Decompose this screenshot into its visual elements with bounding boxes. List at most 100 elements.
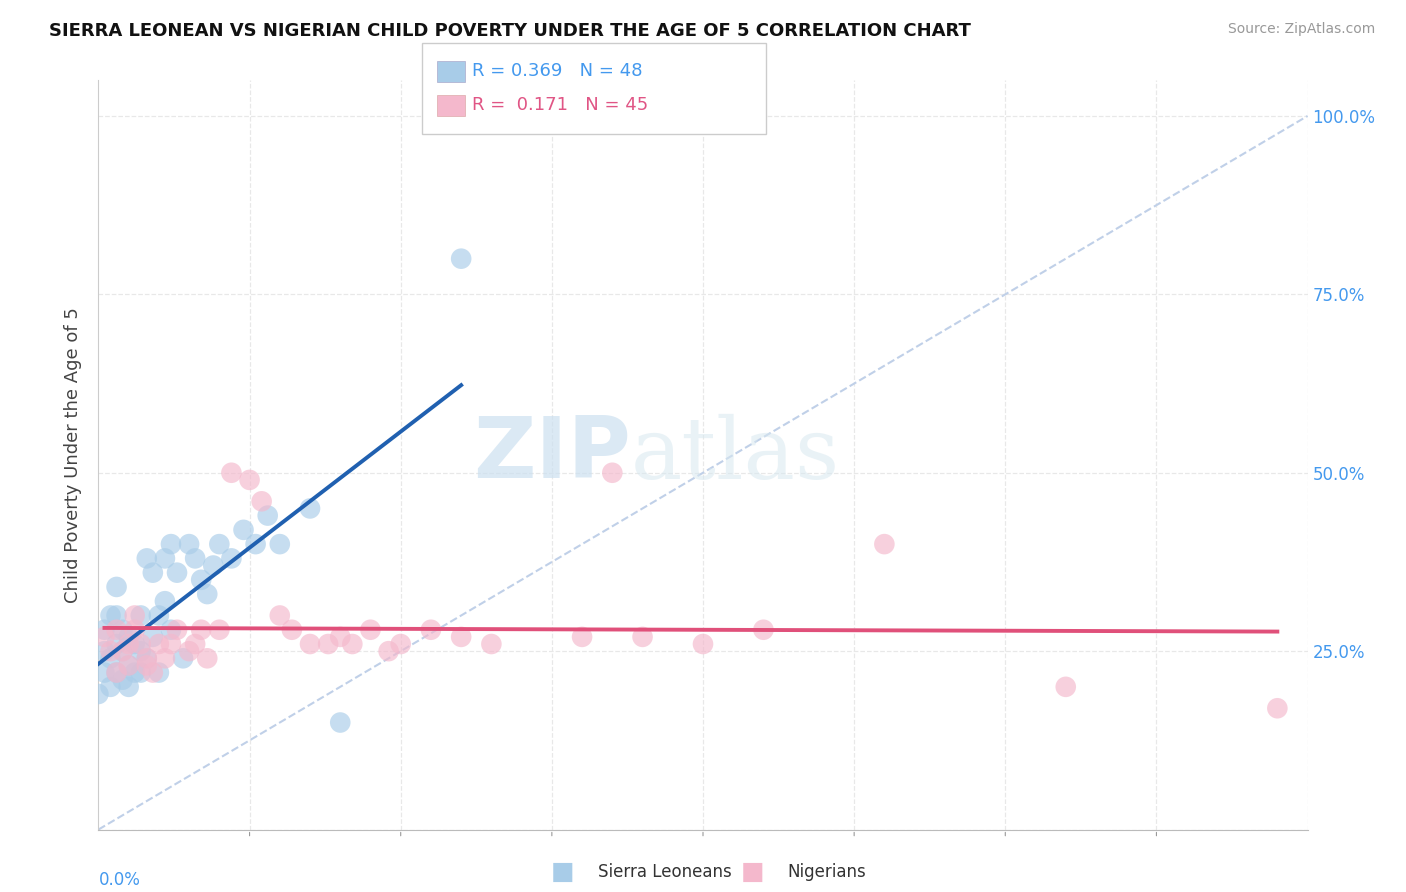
Point xyxy=(692,637,714,651)
Point xyxy=(269,608,291,623)
Point xyxy=(135,658,157,673)
Text: Sierra Leoneans: Sierra Leoneans xyxy=(598,863,731,881)
Point xyxy=(153,594,176,608)
Point xyxy=(450,252,472,266)
Point xyxy=(329,630,352,644)
Point xyxy=(111,623,134,637)
Point xyxy=(105,665,128,680)
Point xyxy=(160,637,183,651)
Text: R =  0.171   N = 45: R = 0.171 N = 45 xyxy=(472,96,648,114)
Point xyxy=(160,537,183,551)
Point xyxy=(118,658,141,673)
Point xyxy=(142,566,165,580)
Text: SIERRA LEONEAN VS NIGERIAN CHILD POVERTY UNDER THE AGE OF 5 CORRELATION CHART: SIERRA LEONEAN VS NIGERIAN CHILD POVERTY… xyxy=(49,22,972,40)
Point xyxy=(299,637,322,651)
Point xyxy=(1267,701,1289,715)
Point xyxy=(135,651,157,665)
Point xyxy=(153,551,176,566)
Point xyxy=(184,551,207,566)
Point xyxy=(124,665,146,680)
Point xyxy=(752,623,775,637)
Point xyxy=(100,651,122,665)
Point xyxy=(299,501,322,516)
Point xyxy=(571,630,593,644)
Point xyxy=(389,637,412,651)
Point xyxy=(100,608,122,623)
Text: ■: ■ xyxy=(551,861,574,884)
Point xyxy=(360,623,382,637)
Point xyxy=(105,608,128,623)
Point xyxy=(250,494,273,508)
Point xyxy=(420,623,443,637)
Point xyxy=(221,466,243,480)
Point xyxy=(105,580,128,594)
Point xyxy=(105,623,128,637)
Point xyxy=(184,637,207,651)
Point xyxy=(87,687,110,701)
Point xyxy=(111,644,134,658)
Point xyxy=(100,644,122,658)
Point xyxy=(377,644,399,658)
Point xyxy=(195,651,218,665)
Text: ZIP: ZIP xyxy=(472,413,630,497)
Point xyxy=(342,637,364,651)
Point xyxy=(148,608,170,623)
Point xyxy=(281,623,304,637)
Point xyxy=(93,644,115,658)
Point xyxy=(129,608,152,623)
Point xyxy=(129,637,152,651)
Point xyxy=(179,644,201,658)
Point xyxy=(602,466,624,480)
Point xyxy=(166,623,188,637)
Point xyxy=(93,665,115,680)
Point xyxy=(135,551,157,566)
Point xyxy=(100,680,122,694)
Point xyxy=(873,537,896,551)
Point xyxy=(118,637,141,651)
Text: Source: ZipAtlas.com: Source: ZipAtlas.com xyxy=(1227,22,1375,37)
Point xyxy=(316,637,339,651)
Text: Nigerians: Nigerians xyxy=(787,863,866,881)
Point xyxy=(239,473,262,487)
Point xyxy=(118,630,141,644)
Point xyxy=(1054,680,1077,694)
Point xyxy=(245,537,267,551)
Point xyxy=(160,623,183,637)
Point xyxy=(232,523,254,537)
Point xyxy=(93,630,115,644)
Point xyxy=(105,665,128,680)
Point xyxy=(631,630,654,644)
Point xyxy=(481,637,503,651)
Point xyxy=(256,508,278,523)
Point xyxy=(148,637,170,651)
Point xyxy=(129,665,152,680)
Point xyxy=(93,623,115,637)
Point xyxy=(124,637,146,651)
Text: R = 0.369   N = 48: R = 0.369 N = 48 xyxy=(472,62,643,80)
Point xyxy=(118,680,141,694)
Point xyxy=(153,651,176,665)
Point xyxy=(179,537,201,551)
Point xyxy=(329,715,352,730)
Point xyxy=(450,630,472,644)
Point xyxy=(195,587,218,601)
Point xyxy=(190,623,212,637)
Point xyxy=(111,644,134,658)
Point xyxy=(148,665,170,680)
Point xyxy=(208,537,231,551)
Point xyxy=(124,608,146,623)
Point xyxy=(142,630,165,644)
Point xyxy=(202,558,225,573)
Text: ■: ■ xyxy=(741,861,763,884)
Point xyxy=(118,658,141,673)
Point xyxy=(105,637,128,651)
Point xyxy=(129,644,152,658)
Point xyxy=(208,623,231,637)
Point xyxy=(142,665,165,680)
Point xyxy=(269,537,291,551)
Text: 0.0%: 0.0% xyxy=(98,871,141,888)
Point xyxy=(135,651,157,665)
Point xyxy=(166,566,188,580)
Point xyxy=(124,623,146,637)
Point xyxy=(111,673,134,687)
